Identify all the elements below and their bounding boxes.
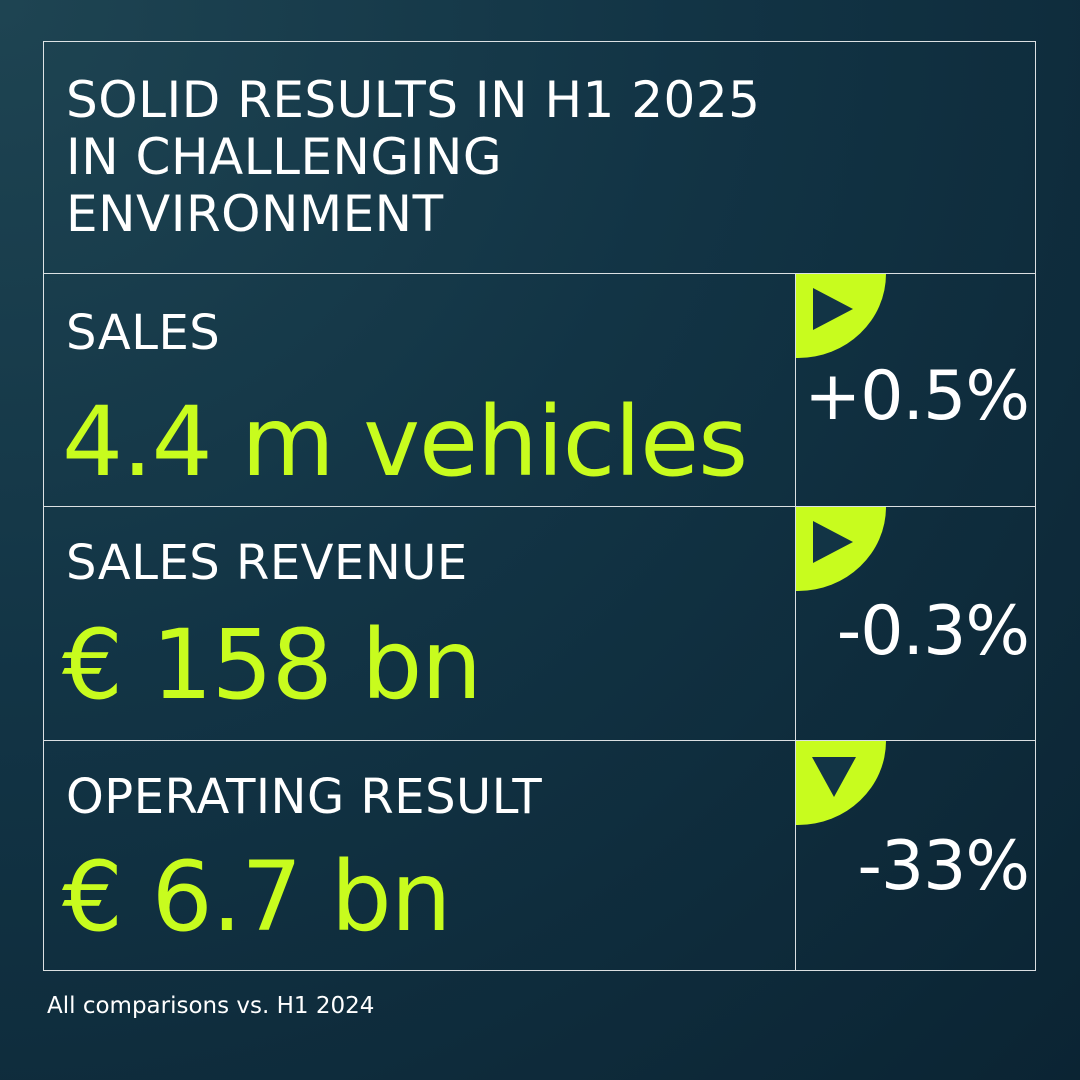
change-indicator-badge bbox=[796, 741, 886, 825]
triangle-right-icon bbox=[813, 288, 853, 330]
triangle-right-icon bbox=[813, 521, 853, 563]
metric-value: € 158 bn bbox=[62, 609, 482, 721]
metric-cell: OPERATING RESULT € 6.7 bn bbox=[44, 741, 796, 970]
change-value: +0.5% bbox=[804, 357, 1030, 436]
metric-label: SALES REVENUE bbox=[66, 535, 468, 591]
change-cell: +0.5% bbox=[796, 274, 1035, 506]
change-indicator-badge bbox=[796, 274, 886, 358]
metric-row-sales: SALES 4.4 m vehicles +0.5% bbox=[44, 274, 1035, 507]
metric-label: SALES bbox=[66, 305, 221, 361]
triangle-down-icon bbox=[812, 757, 856, 797]
metric-cell: SALES 4.4 m vehicles bbox=[44, 274, 796, 506]
results-table: SOLID RESULTS IN H1 2025 IN CHALLENGING … bbox=[43, 41, 1036, 971]
change-indicator-badge bbox=[796, 507, 886, 591]
metric-label: OPERATING RESULT bbox=[66, 769, 543, 825]
metric-row-sales-revenue: SALES REVENUE € 158 bn -0.3% bbox=[44, 507, 1035, 741]
title-panel: SOLID RESULTS IN H1 2025 IN CHALLENGING … bbox=[44, 42, 1035, 274]
page-title: SOLID RESULTS IN H1 2025 IN CHALLENGING … bbox=[66, 71, 761, 243]
metric-cell: SALES REVENUE € 158 bn bbox=[44, 507, 796, 740]
footnote: All comparisons vs. H1 2024 bbox=[47, 993, 375, 1019]
change-cell: -33% bbox=[796, 741, 1035, 970]
metric-value: € 6.7 bn bbox=[62, 841, 452, 953]
metric-row-operating-result: OPERATING RESULT € 6.7 bn -33% bbox=[44, 741, 1035, 970]
change-value: -33% bbox=[857, 827, 1030, 906]
change-value: -0.3% bbox=[836, 592, 1030, 671]
metric-value: 4.4 m vehicles bbox=[62, 386, 748, 498]
change-cell: -0.3% bbox=[796, 507, 1035, 740]
